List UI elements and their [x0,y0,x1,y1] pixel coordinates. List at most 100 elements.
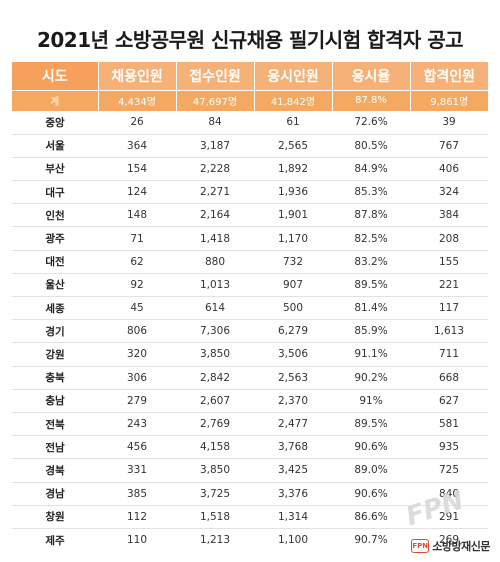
cell-region: 전남 [12,435,98,460]
cell-rate: 90.6% [332,482,410,506]
cell-rate: 72.6% [332,111,410,135]
results-table-container: 시도 채용인원 접수인원 응시인원 응시율 합격인원 계 4,434명 47,6… [12,62,488,552]
cell-rate: 84.9% [332,157,410,182]
cell-hire: 148 [98,203,176,228]
cell-passed: 840 [410,482,488,506]
cell-region: 부산 [12,157,98,182]
cell-passed: 581 [410,412,488,437]
cell-region: 제주 [45,534,65,547]
cell-took: 3,376 [254,482,332,506]
cell-applied: 2,842 [176,366,254,390]
publisher-logo: FPN 소방방재신문 [411,538,490,554]
table-row: 대구 124 2,271 1,936 85.3% 324 [12,180,488,205]
table-row: 전남 456 4,158 3,768 90.6% 935 [12,435,488,460]
cell-took: 61 [254,111,332,135]
total-rate: 87.8% [332,89,411,111]
cell-hire: 243 [98,412,176,437]
cell-hire: 112 [98,505,176,529]
cell-passed: 39 [410,111,488,135]
table-row: 창원 112 1,518 1,314 86.6% 291 [12,505,488,529]
cell-region: 중앙 [12,111,98,135]
table-row: 경북 331 3,850 3,425 89.0% 725 [12,458,488,483]
header-applied: 접수인원 [176,62,255,90]
table-row: 충남 279 2,607 2,370 91% 627 [12,389,488,413]
cell-applied: 1,418 [176,226,254,251]
cell-took: 1,170 [254,226,332,251]
cell-rate: 86.6% [332,505,410,529]
cell-took: 1,892 [254,157,332,182]
table-row: 서울 364 3,187 2,565 80.5% 767 [12,134,488,158]
cell-applied: 1,518 [176,505,254,529]
cell-applied: 84 [176,111,254,135]
cell-applied: 2,164 [176,203,254,228]
cell-took: 3,768 [254,435,332,460]
cell-rate: 80.5% [332,134,410,158]
cell-took: 1,100 [277,534,309,547]
table-row: 인천 148 2,164 1,901 87.8% 384 [12,203,488,228]
table-row: 경남 385 3,725 3,376 90.6% 840 [12,482,488,506]
cell-passed: 324 [410,180,488,205]
cell-applied: 1,213 [199,534,231,547]
table-row: 제주 110 1,213 1,100 90.7% 269 [12,528,488,551]
cell-region: 서울 [12,134,98,158]
cell-passed: 208 [410,226,488,251]
header-rate: 응시율 [332,62,411,90]
cell-passed: 291 [410,505,488,529]
cell-region: 세종 [12,296,98,321]
cell-took: 1,314 [254,505,332,529]
cell-passed: 117 [410,296,488,321]
cell-region: 경남 [12,482,98,506]
cell-hire: 110 [126,534,148,547]
table-row: 세종 45 614 500 81.4% 117 [12,296,488,321]
cell-hire: 45 [98,296,176,321]
cell-took: 6,279 [254,319,332,344]
cell-hire: 279 [98,389,176,413]
cell-region: 인천 [12,203,98,228]
cell-hire: 124 [98,180,176,205]
cell-applied: 3,850 [176,342,254,367]
header-region: 시도 [12,62,99,90]
cell-hire: 320 [98,342,176,367]
cell-took: 3,425 [254,458,332,483]
cell-rate: 89.5% [332,273,410,298]
table-body: 계 4,434명 47,697명 41,842명 87.8% 9,861명 중앙… [12,89,488,552]
cell-took: 2,565 [254,134,332,158]
publisher-name: 소방방재신문 [432,540,490,553]
table-row: 광주 71 1,418 1,170 82.5% 208 [12,226,488,251]
cell-applied: 3,725 [176,482,254,506]
cell-passed: 1,613 [410,319,488,344]
cell-applied: 614 [176,296,254,321]
cell-passed: 767 [410,134,488,158]
cell-rate: 90.7% [354,534,388,547]
cell-region: 전북 [12,412,98,437]
cell-hire: 306 [98,366,176,390]
cell-took: 3,506 [254,342,332,367]
cell-rate: 89.0% [332,458,410,483]
cell-region: 울산 [12,273,98,298]
total-label: 계 [12,89,99,111]
cell-hire: 806 [98,319,176,344]
cell-took: 907 [254,273,332,298]
cell-region: 충남 [12,389,98,413]
total-row: 계 4,434명 47,697명 41,842명 87.8% 9,861명 [12,89,488,111]
table-row: 경기 806 7,306 6,279 85.9% 1,613 [12,319,488,344]
cell-took: 1,936 [254,180,332,205]
cell-rate: 87.8% [332,203,410,228]
cell-rate: 90.6% [332,435,410,460]
table-row: 부산 154 2,228 1,892 84.9% 406 [12,157,488,182]
cell-took: 2,477 [254,412,332,437]
cell-region: 창원 [12,505,98,529]
cell-applied: 880 [176,250,254,274]
cell-rate: 85.9% [332,319,410,344]
cell-passed: 221 [410,273,488,298]
cell-hire: 456 [98,435,176,460]
cell-region: 충북 [12,366,98,390]
cell-rate: 81.4% [332,296,410,321]
total-applied: 47,697명 [176,89,255,111]
cell-passed: 627 [410,389,488,413]
cell-passed: 155 [410,250,488,274]
fpn-logo-icon: FPN [411,539,430,553]
cell-applied: 3,850 [176,458,254,483]
cell-applied: 1,013 [176,273,254,298]
cell-region: 광주 [12,226,98,251]
